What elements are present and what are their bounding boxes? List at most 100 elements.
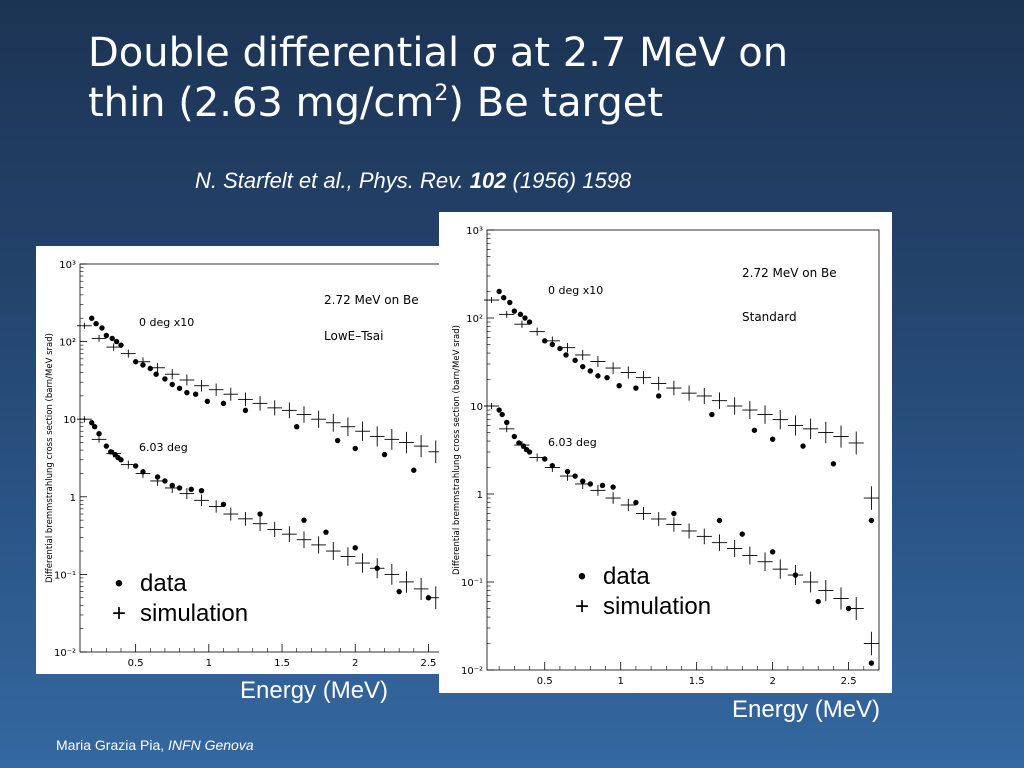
data-point (522, 315, 528, 321)
data-point (868, 660, 875, 666)
y-tick-label: 10² (466, 314, 483, 325)
data-point (587, 368, 594, 374)
data-point (192, 391, 199, 397)
slide-title: Double differential σ at 2.7 MeV on thin… (88, 28, 968, 128)
data-point (671, 510, 677, 517)
data-point (830, 461, 837, 467)
y-tick-label: 1 (70, 493, 76, 504)
x-tick-label: 0.5 (537, 676, 553, 687)
legend-label-data: data (140, 570, 187, 597)
data-point (132, 463, 139, 469)
x-tick-label: 1.5 (689, 676, 705, 687)
data-point (599, 482, 606, 489)
data-point (769, 549, 776, 555)
data-point (109, 335, 115, 342)
data-point (595, 373, 601, 379)
reference-authors: N. Starfelt et al., Phys. Rev. (195, 168, 470, 193)
data-point (501, 295, 507, 301)
annotation-6deg: 6.03 deg (548, 436, 597, 449)
chart-title: 2.72 MeV on Be (742, 266, 837, 280)
x-tick-label: 0.5 (128, 658, 144, 669)
reference-citation: N. Starfelt et al., Phys. Rev. 102 (1956… (195, 168, 631, 194)
legend-item-simulation: + simulation (104, 599, 248, 629)
legend-right: • data + simulation (567, 562, 711, 622)
title-line-2-post: ) Be target (448, 80, 664, 126)
data-point (507, 299, 513, 306)
data-point (751, 427, 758, 433)
x-tick-label: 1 (618, 676, 624, 687)
data-point (108, 449, 114, 455)
data-point (334, 437, 341, 444)
plot-panel-standard: 10⁻² 10⁻¹ 1 10 10² 10³ 0.5 1 1.5 2 2.5 Differential… (439, 212, 892, 693)
data-point (93, 321, 99, 327)
data-point (396, 588, 402, 595)
title-line-2: thin (2.63 mg/cm2) Be target (88, 78, 968, 128)
data-point (610, 484, 616, 490)
data-point (709, 411, 715, 418)
x-tick-label: 2.5 (420, 658, 436, 669)
data-point (89, 420, 95, 426)
data-point (526, 449, 533, 455)
data-point (633, 385, 639, 391)
data-point (153, 371, 159, 377)
x-tick-label: 2 (769, 676, 775, 687)
title-line-1: Double differential σ at 2.7 MeV on (88, 30, 789, 76)
data-point (504, 419, 510, 426)
chart-standard: 10⁻² 10⁻¹ 1 10 10² 10³ 0.5 1 1.5 2 2.5 Differential… (452, 226, 880, 687)
data-point (868, 517, 875, 524)
data-point (845, 605, 852, 612)
data-point (242, 407, 249, 414)
data-point (655, 393, 662, 399)
data-point (511, 433, 518, 440)
legend-item-data: • data (104, 569, 248, 599)
data-point (176, 385, 183, 392)
data-point (184, 389, 190, 396)
reference-rest: (1956) 1598 (506, 168, 632, 193)
data-point (815, 598, 821, 605)
data-point (103, 332, 110, 339)
title-superscript: 2 (434, 81, 449, 106)
y-tick-label: 10⁻² (461, 666, 483, 677)
x-axis-title-right: Energy (MeV) (732, 696, 881, 723)
simulation-cross-icon: + (574, 593, 589, 620)
annotation-0deg: 0 deg x10 (139, 316, 194, 329)
data-point (496, 288, 502, 295)
chart-subtitle: LowE–Tsai (324, 329, 384, 343)
data-point (411, 467, 417, 473)
data-point (103, 443, 110, 449)
data-point (113, 338, 120, 345)
data-point (323, 529, 329, 535)
data-point (616, 383, 622, 389)
legend-label-data: data (603, 563, 650, 590)
data-point (293, 424, 300, 430)
data-point (91, 424, 98, 430)
footer-affiliation: INFN Genova (168, 737, 254, 753)
y-tick-label: 10⁻² (54, 648, 76, 659)
data-point (147, 365, 153, 372)
x-tick-label: 1.5 (274, 658, 290, 669)
data-point (220, 501, 227, 508)
y-tick-label: 10³ (59, 260, 76, 271)
chart-title: 2.72 MeV on Be (324, 293, 419, 307)
x-axis-title-left: Energy (MeV) (240, 677, 389, 704)
data-point (604, 374, 610, 381)
data-point (381, 451, 388, 458)
data-point (169, 381, 175, 388)
data-point (352, 445, 358, 452)
data-point (99, 325, 105, 331)
data-point (162, 376, 168, 382)
y-tick-label: 10³ (466, 226, 483, 237)
data-point (257, 511, 263, 517)
data-point (769, 436, 776, 442)
y-tick-label: 10 (470, 402, 483, 413)
data-point (499, 411, 505, 418)
data-point (511, 308, 518, 314)
legend-label-simulation: simulation (140, 600, 249, 627)
data-point (633, 499, 639, 506)
data-point (563, 352, 569, 358)
data-point (352, 545, 358, 551)
simulation-cross-icon: + (111, 600, 126, 627)
data-point (118, 457, 124, 463)
data-dot-icon: • (114, 570, 124, 597)
data-point (716, 517, 723, 524)
